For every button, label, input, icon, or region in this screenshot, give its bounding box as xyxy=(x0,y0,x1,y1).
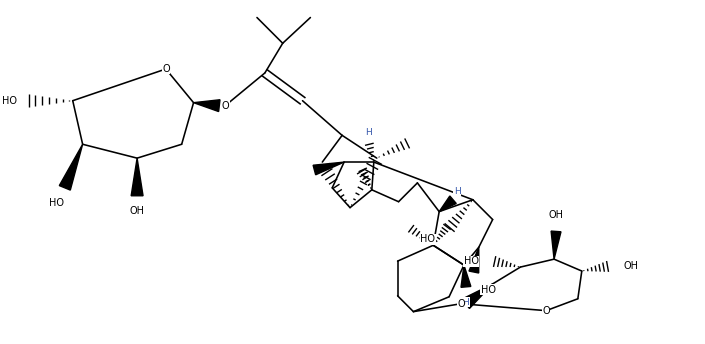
Text: H: H xyxy=(365,128,372,137)
Text: OH: OH xyxy=(623,261,639,271)
Text: O: O xyxy=(457,299,465,309)
Polygon shape xyxy=(439,196,456,212)
Polygon shape xyxy=(461,265,471,287)
Polygon shape xyxy=(131,158,143,196)
Text: O: O xyxy=(162,64,170,74)
Polygon shape xyxy=(462,284,493,309)
Text: H: H xyxy=(453,187,460,196)
Text: HO: HO xyxy=(49,198,64,208)
Polygon shape xyxy=(59,144,82,190)
Text: O: O xyxy=(542,306,550,316)
Text: H: H xyxy=(462,298,470,307)
Text: HO: HO xyxy=(481,285,496,295)
Text: HO: HO xyxy=(420,234,435,244)
Polygon shape xyxy=(194,100,220,111)
Text: HO: HO xyxy=(464,256,479,266)
Text: O: O xyxy=(221,101,229,111)
Text: O: O xyxy=(457,299,465,309)
Polygon shape xyxy=(469,247,479,273)
Text: OH: OH xyxy=(548,209,563,219)
Text: HO: HO xyxy=(2,96,17,106)
Polygon shape xyxy=(551,231,561,259)
Polygon shape xyxy=(313,162,344,175)
Text: OH: OH xyxy=(130,206,145,216)
